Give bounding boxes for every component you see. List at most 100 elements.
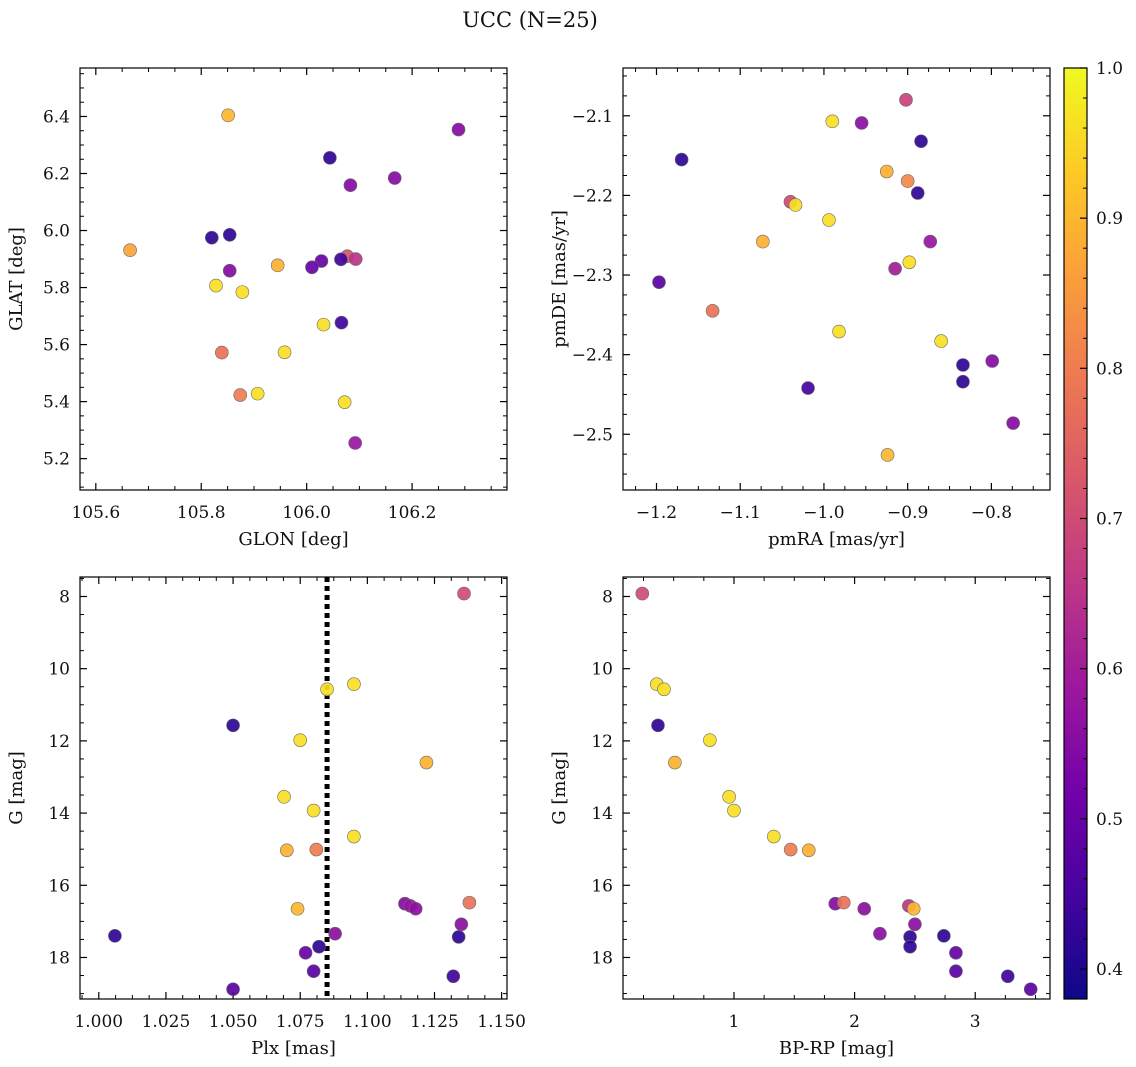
y-tick-label: 8 — [59, 587, 70, 607]
x-tick-label: −0.9 — [887, 503, 928, 523]
x-tick-label: 106.2 — [388, 503, 437, 523]
x-tick-label: 1.075 — [276, 1012, 325, 1032]
x-tick-label: 3 — [970, 1012, 981, 1032]
scatter-point — [277, 345, 292, 360]
y-tick-label: 5.8 — [43, 279, 70, 299]
scatter-point — [783, 842, 798, 857]
y-tick-label: 18 — [591, 948, 613, 968]
scatter-point — [903, 939, 917, 954]
y-axis-label: pmDE [mas/yr] — [549, 210, 570, 348]
colorbar-tick-label: 0.8 — [1096, 359, 1123, 379]
x-axis-label: GLON [deg] — [238, 529, 348, 550]
scatter-point — [312, 939, 326, 954]
y-tick-label: 5.2 — [43, 450, 70, 470]
scatter-point — [1023, 982, 1038, 997]
scatter-point — [462, 895, 477, 910]
scatter-point — [270, 258, 285, 273]
scatter-point — [446, 969, 461, 984]
y-axis-label: GLAT [deg] — [6, 227, 27, 331]
y-tick-label: −2.2 — [572, 186, 613, 206]
scatter-point — [347, 677, 361, 692]
scatter-point — [221, 108, 235, 123]
scatter-point — [387, 171, 402, 185]
y-axis-label: G [mag] — [6, 751, 27, 824]
x-tick-label: 2 — [849, 1012, 860, 1032]
scatter-point — [899, 93, 913, 107]
y-tick-label: −2.5 — [572, 425, 613, 445]
y-tick-label: 8 — [602, 587, 613, 607]
scatter-point — [457, 586, 471, 601]
x-axis-label: BP-RP [mag] — [779, 1038, 894, 1059]
x-tick-label: 106.0 — [282, 503, 331, 523]
scatter-point — [309, 842, 324, 857]
panel-proper-motion-scatter: −1.2 −1.1 −1.0 −0.9 −0.8 −2.5 −2.4 −2.3 −2.2 −2.1… — [549, 67, 1051, 550]
scatter-point — [825, 114, 840, 129]
scatter-point — [801, 843, 816, 858]
scatter-point — [235, 285, 250, 299]
scatter-point — [914, 134, 928, 149]
scatter-point — [668, 755, 682, 770]
y-tick-label: 6.0 — [43, 222, 70, 242]
scatter-point — [880, 448, 895, 462]
colorbar-gradient — [1063, 67, 1088, 1000]
y-tick-label: 12 — [591, 732, 613, 752]
scatter-point — [727, 803, 741, 818]
scatter-point — [956, 374, 970, 389]
scatter-point — [937, 929, 951, 943]
scatter-point — [857, 901, 872, 916]
scatter-point — [900, 174, 915, 188]
y-tick-label: 14 — [48, 804, 70, 824]
scatter-point — [1006, 416, 1020, 430]
scatter-point — [348, 436, 362, 450]
scatter-point — [906, 901, 921, 916]
y-tick-label: −2.1 — [572, 107, 613, 127]
scatter-point — [985, 354, 1000, 368]
y-tick-label: 6.2 — [43, 165, 70, 185]
scatter-point — [956, 358, 970, 372]
scatter-point — [316, 317, 331, 332]
scatter-point — [298, 945, 313, 960]
y-tick-label: 16 — [591, 876, 613, 896]
x-tick-label: 1.050 — [209, 1012, 258, 1032]
axes-frame — [79, 67, 508, 491]
scatter-point — [879, 164, 894, 179]
scatter-point — [451, 930, 466, 944]
panel-parallax-magnitude-scatter: 1.000 1.025 1.050 1.075 1.100 1.125 1.150 8 10 12… — [6, 576, 526, 1059]
scatter-point — [305, 260, 319, 275]
scatter-point — [766, 829, 781, 844]
figure-title: UCC (N=25) — [462, 8, 598, 32]
scatter-point — [293, 733, 308, 747]
scatter-point — [250, 386, 265, 401]
y-tick-label: −2.4 — [572, 346, 613, 366]
scatter-point — [705, 304, 720, 318]
scatter-point — [222, 263, 237, 278]
scatter-point — [1000, 969, 1015, 984]
x-tick-label: 1.125 — [410, 1012, 459, 1032]
scatter-point — [657, 682, 671, 697]
scatter-point — [854, 116, 869, 130]
y-tick-label: 10 — [591, 660, 613, 680]
y-tick-label: 10 — [48, 660, 70, 680]
scatter-point — [908, 917, 922, 932]
scatter-point — [888, 261, 902, 276]
scatter-point — [451, 122, 466, 137]
colorbar-tick-label: 0.9 — [1096, 209, 1123, 229]
y-tick-label: 18 — [48, 948, 70, 968]
y-tick-label: −2.3 — [572, 266, 613, 286]
scatter-point — [204, 230, 219, 245]
scatter-point — [756, 234, 770, 249]
scatter-point — [337, 395, 352, 409]
scatter-point — [222, 228, 237, 242]
y-tick-label: 6.4 — [43, 107, 70, 127]
y-tick-label: 5.6 — [43, 336, 70, 356]
scatter-point — [454, 917, 469, 932]
scatter-point — [226, 718, 240, 733]
scatter-point — [934, 334, 948, 348]
y-tick-label: 5.4 — [43, 393, 70, 413]
scatter-point — [348, 252, 363, 266]
scatter-point — [419, 755, 434, 770]
scatter-point — [334, 315, 349, 330]
scatter-point — [923, 234, 938, 249]
scatter-point — [323, 151, 337, 165]
